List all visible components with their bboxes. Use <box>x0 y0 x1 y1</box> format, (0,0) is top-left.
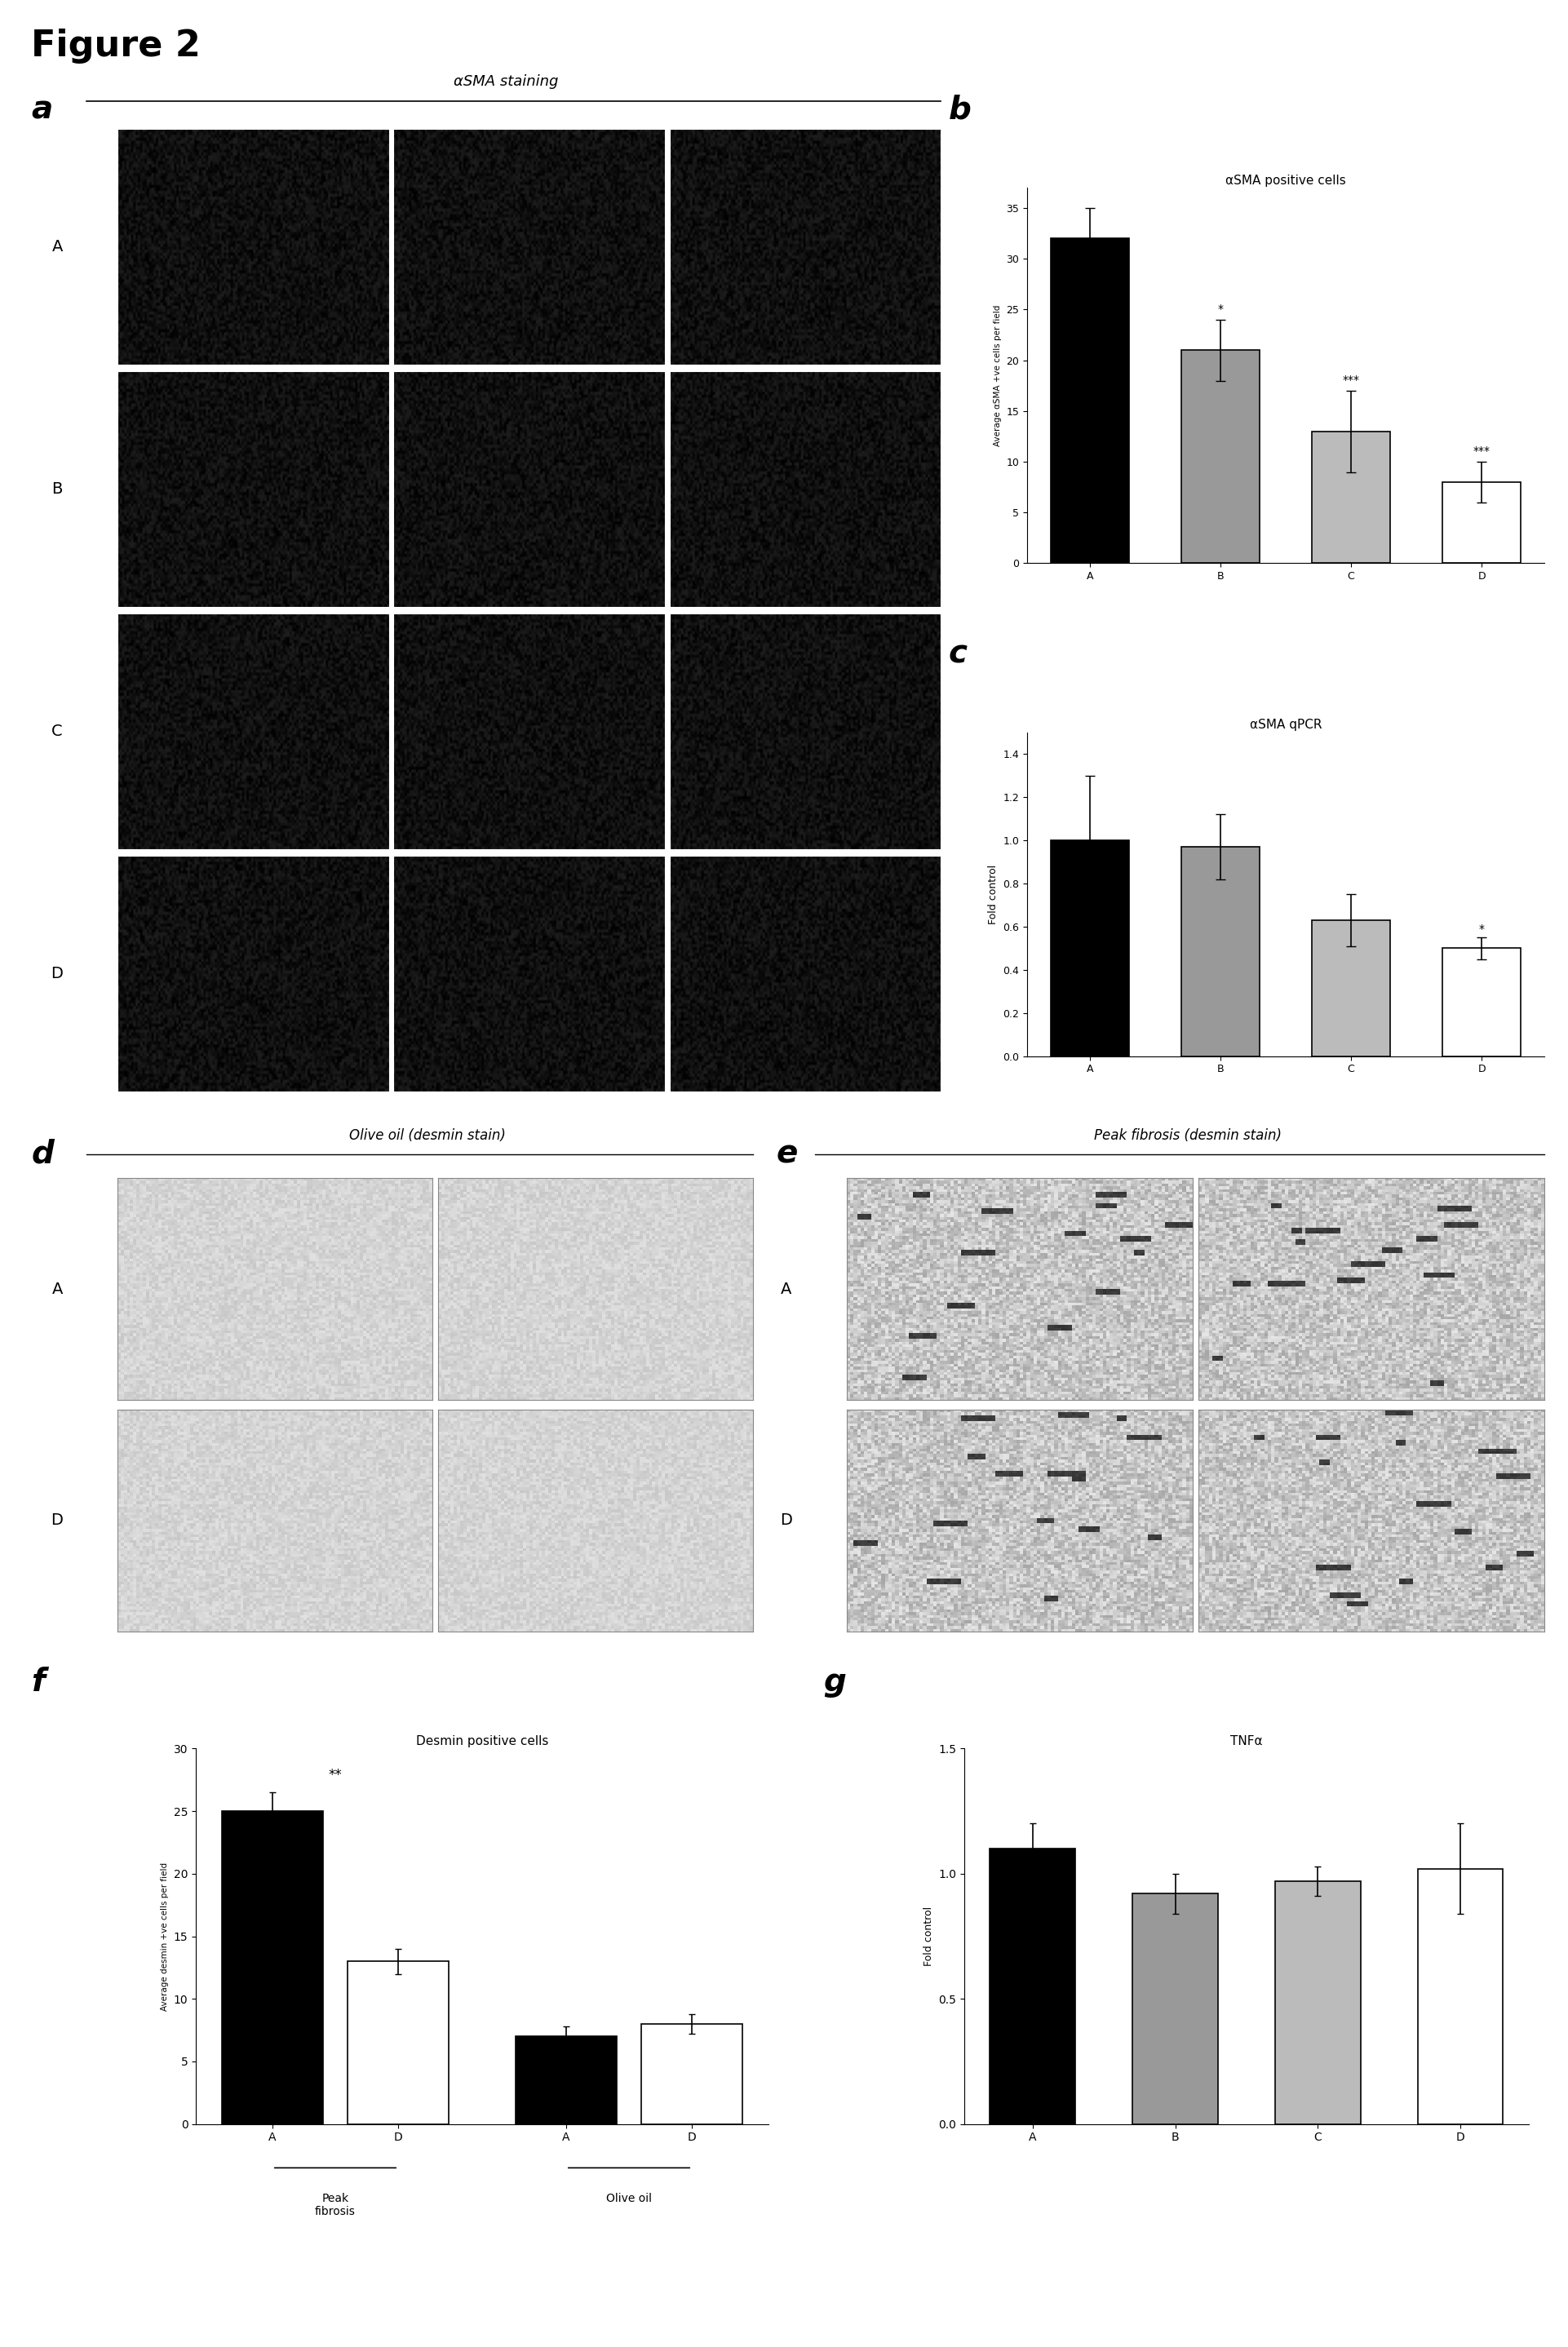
Bar <box>1312 432 1391 563</box>
Bar <box>516 2037 616 2124</box>
Y-axis label: Average desmin +ve cells per field: Average desmin +ve cells per field <box>162 1861 169 2011</box>
Text: a: a <box>31 94 53 124</box>
Bar <box>1312 920 1391 1056</box>
Bar <box>348 1962 448 2124</box>
Text: A: A <box>52 239 63 253</box>
Text: D: D <box>50 967 63 981</box>
Text: d: d <box>31 1138 55 1169</box>
Bar <box>641 2023 742 2124</box>
Bar <box>1443 481 1521 563</box>
Y-axis label: Fold control: Fold control <box>988 864 999 925</box>
Text: ***: *** <box>1474 446 1490 458</box>
Bar <box>1132 1894 1218 2124</box>
Text: D: D <box>779 1511 792 1528</box>
Text: B: B <box>52 481 63 498</box>
Bar <box>1051 840 1129 1056</box>
Text: D: D <box>50 1511 63 1528</box>
Text: **: ** <box>328 1767 342 1781</box>
Text: Peak fibrosis (desmin stain): Peak fibrosis (desmin stain) <box>1094 1129 1281 1143</box>
Text: αSMA staining: αSMA staining <box>453 75 558 89</box>
Text: Olive oil: Olive oil <box>607 2192 652 2204</box>
Y-axis label: Fold control: Fold control <box>924 1906 935 1967</box>
Bar <box>223 1812 323 2124</box>
Bar <box>1051 239 1129 563</box>
Text: e: e <box>776 1138 798 1169</box>
Text: f: f <box>31 1666 45 1697</box>
Title: Desmin positive cells: Desmin positive cells <box>416 1734 549 1749</box>
Text: ***: *** <box>1342 373 1359 385</box>
Text: Olive oil (desmin stain): Olive oil (desmin stain) <box>350 1129 505 1143</box>
Bar <box>1181 350 1259 563</box>
Text: *: * <box>1218 303 1223 314</box>
Bar <box>1443 948 1521 1056</box>
Title: αSMA positive cells: αSMA positive cells <box>1226 174 1345 188</box>
Text: A: A <box>52 1281 63 1298</box>
Text: Figure 2: Figure 2 <box>31 28 201 63</box>
Bar <box>1181 847 1259 1056</box>
Text: b: b <box>949 94 972 124</box>
Bar <box>989 1849 1076 2124</box>
Y-axis label: Average αSMA +ve cells per field: Average αSMA +ve cells per field <box>994 305 1002 446</box>
Bar <box>1417 1868 1504 2124</box>
Text: A: A <box>781 1281 792 1298</box>
Text: Peak
fibrosis: Peak fibrosis <box>315 2192 356 2218</box>
Text: *: * <box>1479 925 1485 934</box>
Title: αSMA qPCR: αSMA qPCR <box>1250 718 1322 732</box>
Bar <box>1275 1882 1361 2124</box>
Text: c: c <box>949 638 967 669</box>
Title: TNFα: TNFα <box>1231 1734 1262 1749</box>
Text: C: C <box>52 723 63 739</box>
Text: g: g <box>823 1666 847 1697</box>
